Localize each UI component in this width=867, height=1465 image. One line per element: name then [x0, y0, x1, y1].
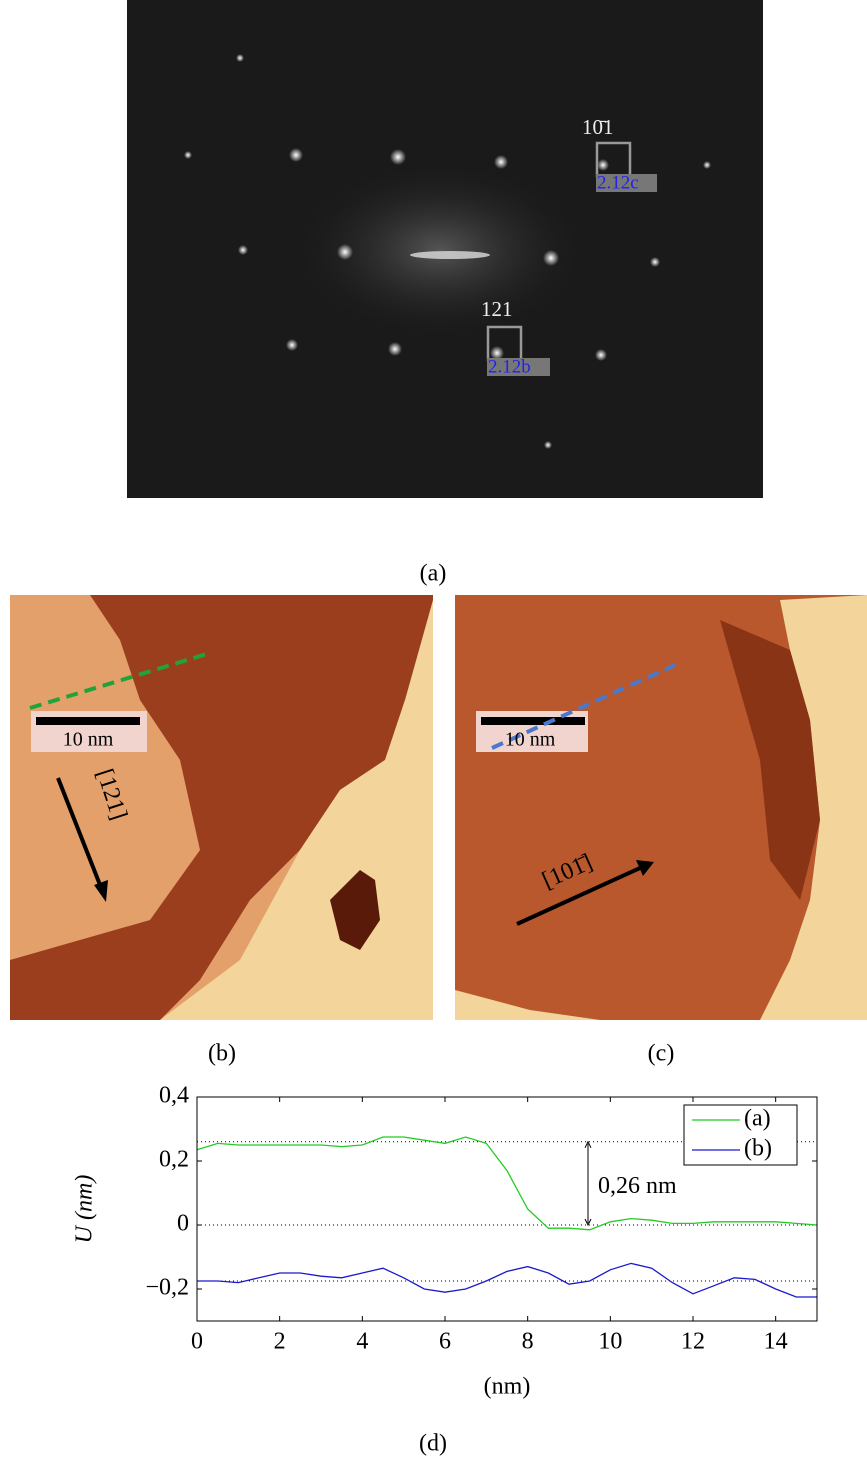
- phase-image-c: [455, 595, 867, 1020]
- plot-frame: [196, 1096, 818, 1322]
- x-tick-label: 10: [598, 1329, 622, 1355]
- profile-line: [491, 663, 676, 750]
- x-tick-label: 0: [191, 1329, 203, 1355]
- legend-label: (a): [744, 1106, 771, 1132]
- legend-label: (b): [744, 1136, 772, 1162]
- arrow-head: [94, 880, 108, 902]
- y-tick-label: 0,4: [159, 1083, 189, 1109]
- x-tick-label: 6: [439, 1329, 451, 1355]
- arrow-head: [584, 1140, 592, 1227]
- direction-arrow: [56, 777, 104, 891]
- plot: 0 2 4 6 8 10 12 14 −0,2 0 0,2 0,4 0,26 nm (a) (b): [145, 1083, 818, 1355]
- x-axis-label: (nm): [484, 1374, 531, 1400]
- x-tick-label: 8: [522, 1329, 534, 1355]
- x-tick-label: 12: [681, 1329, 705, 1355]
- legend-box: [683, 1104, 798, 1166]
- caption: (d): [419, 1431, 447, 1457]
- caption: (b): [208, 1041, 236, 1067]
- x-tick-label: 4: [356, 1329, 368, 1355]
- x-tick-label: 14: [764, 1329, 788, 1355]
- direction-arrow: [516, 866, 641, 926]
- series-line: [197, 1262, 817, 1298]
- y-tick-label: 0,2: [159, 1147, 189, 1173]
- profile-line: [29, 651, 211, 710]
- phase-image-b: [10, 595, 433, 1020]
- y-tick-label: 0: [177, 1211, 189, 1237]
- spot-label: 121: [481, 297, 513, 321]
- caption: (c): [648, 1041, 675, 1067]
- box-label: 2.12c: [597, 172, 639, 193]
- scale-bar-label: 10 nm: [63, 729, 114, 751]
- fft-image: [127, 0, 763, 498]
- box-label: 2.12b: [488, 356, 531, 377]
- series-line: [196, 1136, 818, 1231]
- x-tick-label: 2: [274, 1329, 286, 1355]
- y-axis-label: U (nm): [72, 1175, 98, 1244]
- caption: (a): [420, 561, 447, 587]
- y-tick-label: −0,2: [145, 1275, 189, 1301]
- spot-label: 10̄1: [582, 115, 614, 139]
- arrow-head: [636, 860, 654, 876]
- annotation: 0,26 nm: [598, 1173, 677, 1199]
- scale-bar-label: 10 nm: [505, 729, 556, 751]
